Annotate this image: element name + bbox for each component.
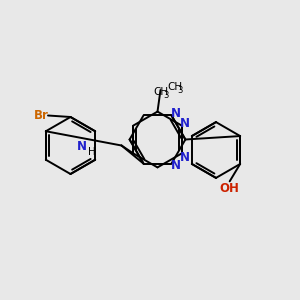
Text: N: N (171, 107, 181, 120)
Text: 3: 3 (177, 85, 183, 94)
Text: N: N (180, 151, 190, 164)
Text: CH: CH (154, 87, 169, 97)
Text: N: N (171, 159, 181, 172)
Text: Br: Br (34, 109, 49, 122)
Text: OH: OH (220, 182, 240, 195)
Text: H: H (88, 147, 96, 157)
Text: 3: 3 (164, 91, 169, 100)
Text: CH: CH (167, 82, 182, 92)
Text: N: N (180, 117, 190, 130)
Text: N: N (77, 140, 87, 153)
